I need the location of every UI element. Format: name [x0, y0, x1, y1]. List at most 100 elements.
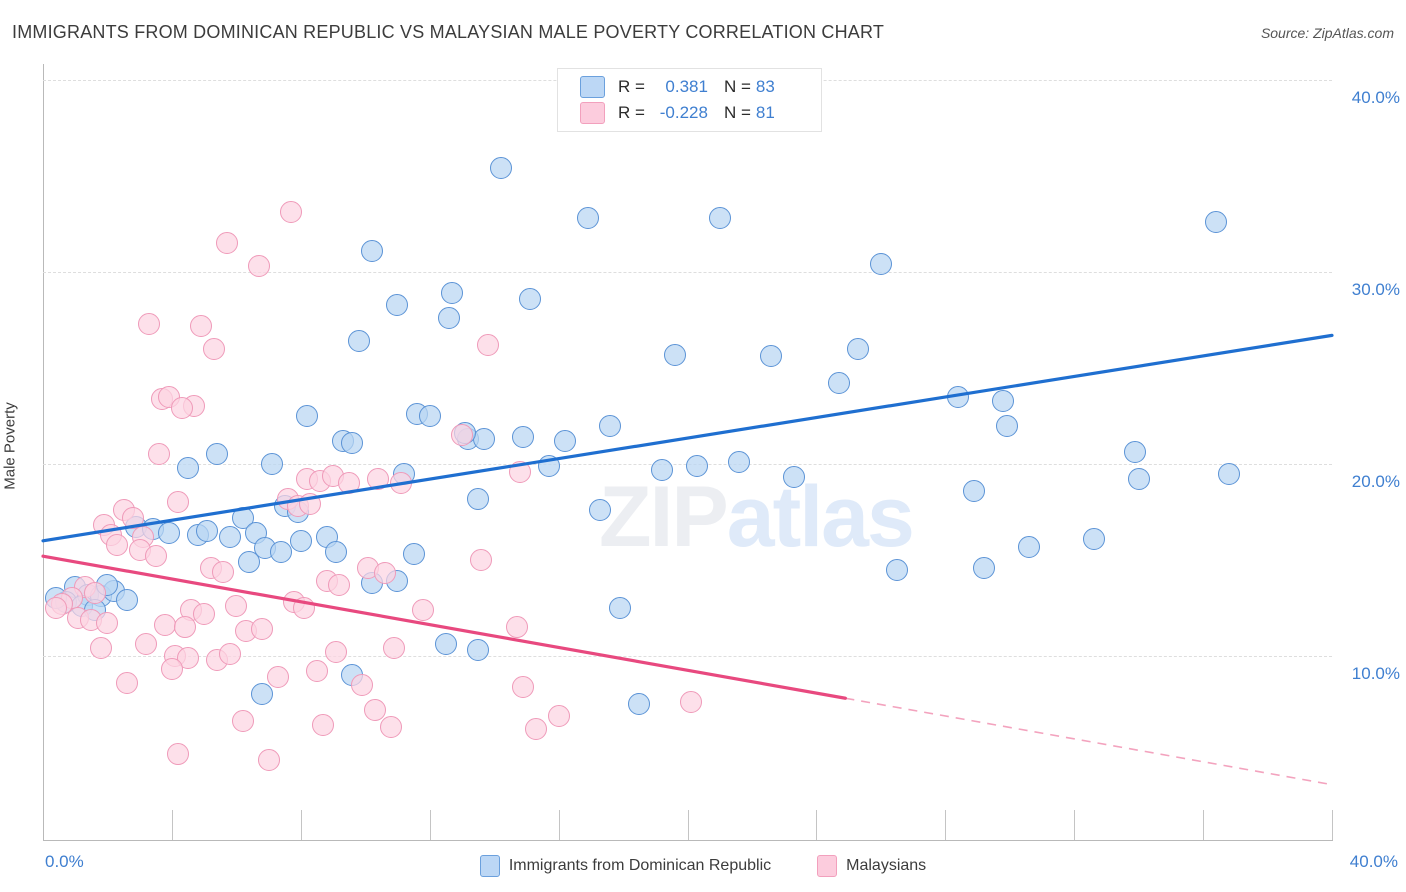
data-point — [267, 666, 290, 689]
data-point — [412, 598, 435, 621]
x-tick — [816, 810, 818, 840]
x-tick — [1332, 810, 1333, 840]
plot-area: ZIPatlas — [41, 64, 1334, 840]
x-axis-label-max: 40.0% — [1349, 852, 1398, 871]
data-point — [992, 389, 1015, 412]
data-point — [360, 239, 383, 262]
data-point — [663, 343, 686, 366]
data-point — [215, 232, 238, 255]
data-point — [386, 293, 409, 316]
data-point — [106, 533, 129, 556]
data-point — [225, 595, 248, 618]
data-point — [972, 556, 995, 579]
gridline-30 — [43, 272, 1332, 273]
data-point — [115, 589, 138, 612]
data-point — [402, 543, 425, 566]
data-point — [383, 637, 406, 660]
stats-n-label-blue: N = — [723, 77, 751, 96]
x-tick — [171, 810, 173, 840]
data-point — [90, 637, 112, 660]
data-point — [238, 550, 261, 573]
data-point — [367, 468, 390, 491]
data-point — [438, 307, 461, 330]
data-point — [351, 673, 374, 696]
gridline-10 — [43, 656, 1332, 657]
x-tick — [687, 810, 689, 840]
y-axis-label-10: 10.0% — [1351, 664, 1400, 683]
data-point — [189, 314, 212, 337]
data-point — [167, 491, 190, 514]
data-point — [202, 337, 225, 360]
trendline-pink — [41, 554, 848, 700]
data-point — [1124, 441, 1147, 464]
data-point — [328, 573, 351, 596]
data-point — [138, 312, 161, 335]
data-point — [83, 581, 106, 604]
correlation-stats-legend: R = 0.381 N = 83 R = -0.228 N = 81 — [557, 68, 822, 132]
data-point — [305, 660, 328, 683]
y-axis-label-30: 30.0% — [1351, 280, 1400, 299]
stats-n-value-blue: 83 — [755, 77, 775, 96]
data-point — [512, 675, 535, 698]
stats-row-blue: R = 0.381 N = 83 — [558, 74, 821, 100]
data-point — [418, 405, 441, 427]
x-axis-line — [43, 840, 1333, 841]
data-point — [1217, 462, 1240, 485]
data-point — [1082, 527, 1105, 550]
data-point — [608, 597, 631, 619]
data-point — [847, 337, 870, 360]
data-point — [257, 748, 280, 771]
legend-item-immigrants[interactable]: Immigrants from Dominican Republic — [479, 855, 771, 877]
data-point — [157, 522, 180, 545]
data-point — [512, 426, 535, 449]
data-point — [196, 520, 219, 543]
data-point — [96, 612, 119, 635]
data-point — [547, 704, 570, 727]
stats-swatch-blue — [580, 76, 605, 98]
data-point — [270, 541, 293, 564]
x-tick — [1203, 810, 1205, 840]
data-point — [995, 414, 1018, 437]
stats-r-value-pink: -0.228 — [659, 103, 708, 122]
data-point — [434, 633, 457, 656]
data-point — [341, 431, 364, 454]
data-point — [231, 506, 254, 529]
data-point — [218, 643, 241, 666]
data-point — [218, 525, 241, 548]
data-point — [441, 282, 464, 305]
data-point — [115, 671, 138, 694]
data-point — [380, 716, 403, 739]
stats-swatch-pink — [580, 102, 605, 124]
stats-r-label-blue: R = — [618, 77, 645, 96]
y-axis-label-40: 40.0% — [1351, 88, 1400, 107]
legend-swatch-malaysians — [817, 855, 838, 877]
x-tick — [558, 810, 560, 840]
stats-r-value-blue: 0.381 — [665, 77, 708, 96]
data-point — [885, 558, 908, 581]
data-point — [650, 458, 673, 481]
trendline-blue — [41, 333, 1334, 543]
x-tick — [1074, 810, 1076, 840]
y-axis-line — [43, 64, 44, 840]
data-point — [470, 549, 493, 571]
data-point — [251, 618, 274, 641]
legend-item-malaysians[interactable]: Malaysians — [817, 855, 926, 877]
data-point — [827, 372, 850, 395]
data-point — [1018, 535, 1041, 558]
data-point — [467, 639, 490, 662]
data-point — [160, 658, 183, 681]
data-point — [760, 345, 783, 368]
x-tick — [429, 810, 431, 840]
x-tick — [300, 810, 302, 840]
source-attribution: Source: ZipAtlas.com — [1260, 25, 1394, 41]
data-point — [576, 207, 599, 230]
stats-r-label-pink: R = — [618, 103, 645, 122]
y-axis-title: Male Poverty — [1, 402, 19, 490]
data-point — [363, 698, 386, 721]
data-point — [728, 451, 751, 474]
data-point — [148, 443, 170, 466]
data-point — [177, 456, 199, 479]
data-point — [212, 560, 235, 583]
data-point — [450, 424, 473, 447]
data-point — [489, 157, 512, 180]
